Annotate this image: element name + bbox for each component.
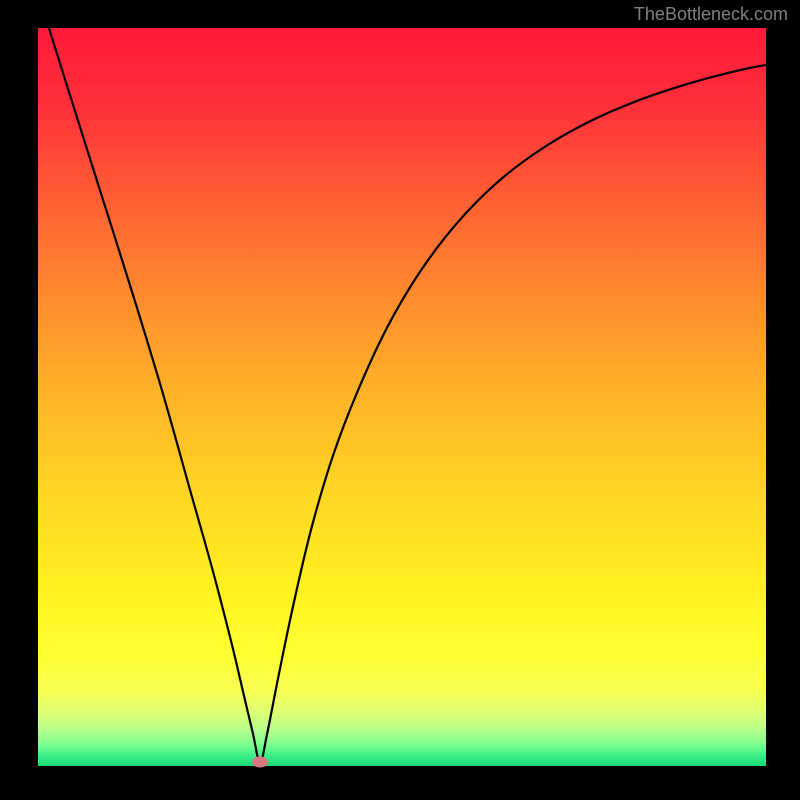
minimum-marker: [252, 757, 268, 768]
bottleneck-curve: [38, 28, 766, 766]
plot-area: [38, 28, 766, 766]
watermark-text: TheBottleneck.com: [634, 4, 788, 25]
